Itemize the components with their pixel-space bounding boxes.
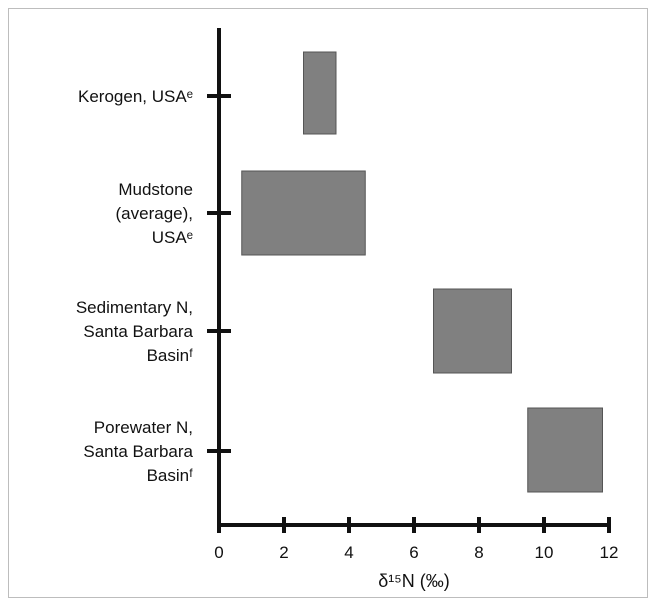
x-tick-label: 0 [214, 543, 223, 562]
x-tick-label: 2 [279, 543, 288, 562]
category-label-line: (average), [116, 204, 193, 223]
x-tick-label: 4 [344, 543, 353, 562]
range-bar [241, 170, 366, 256]
x-axis-label: δ¹⁵N (‰) [378, 571, 449, 591]
range-bar [303, 51, 337, 135]
category-label: Sedimentary N, Santa Barbara Basinᶠ [76, 298, 194, 365]
category-label-line: Basinᶠ [147, 346, 194, 365]
x-tick-label: 8 [474, 543, 483, 562]
category-label: Mudstone (average), USAᵉ [116, 180, 193, 247]
category-label-line: Mudstone [118, 180, 193, 199]
category-label: Kerogen, USAᵉ [78, 87, 193, 106]
x-tick-label: 10 [535, 543, 554, 562]
range-bar [527, 407, 603, 493]
x-tick-label: 6 [409, 543, 418, 562]
category-label-line: Santa Barbara [83, 322, 193, 341]
chart-frame [8, 8, 648, 598]
category-label-line: Santa Barbara [83, 442, 193, 461]
x-tick-label: 12 [600, 543, 619, 562]
category-label: Porewater N, Santa Barbara Basinᶠ [83, 418, 193, 485]
category-label-line: USAᵉ [152, 228, 193, 247]
category-label-line: Kerogen, USAᵉ [78, 87, 193, 106]
range-bar [433, 288, 512, 374]
category-label-line: Basinᶠ [147, 466, 194, 485]
category-label-line: Sedimentary N, [76, 298, 193, 317]
category-label-line: Porewater N, [94, 418, 193, 437]
